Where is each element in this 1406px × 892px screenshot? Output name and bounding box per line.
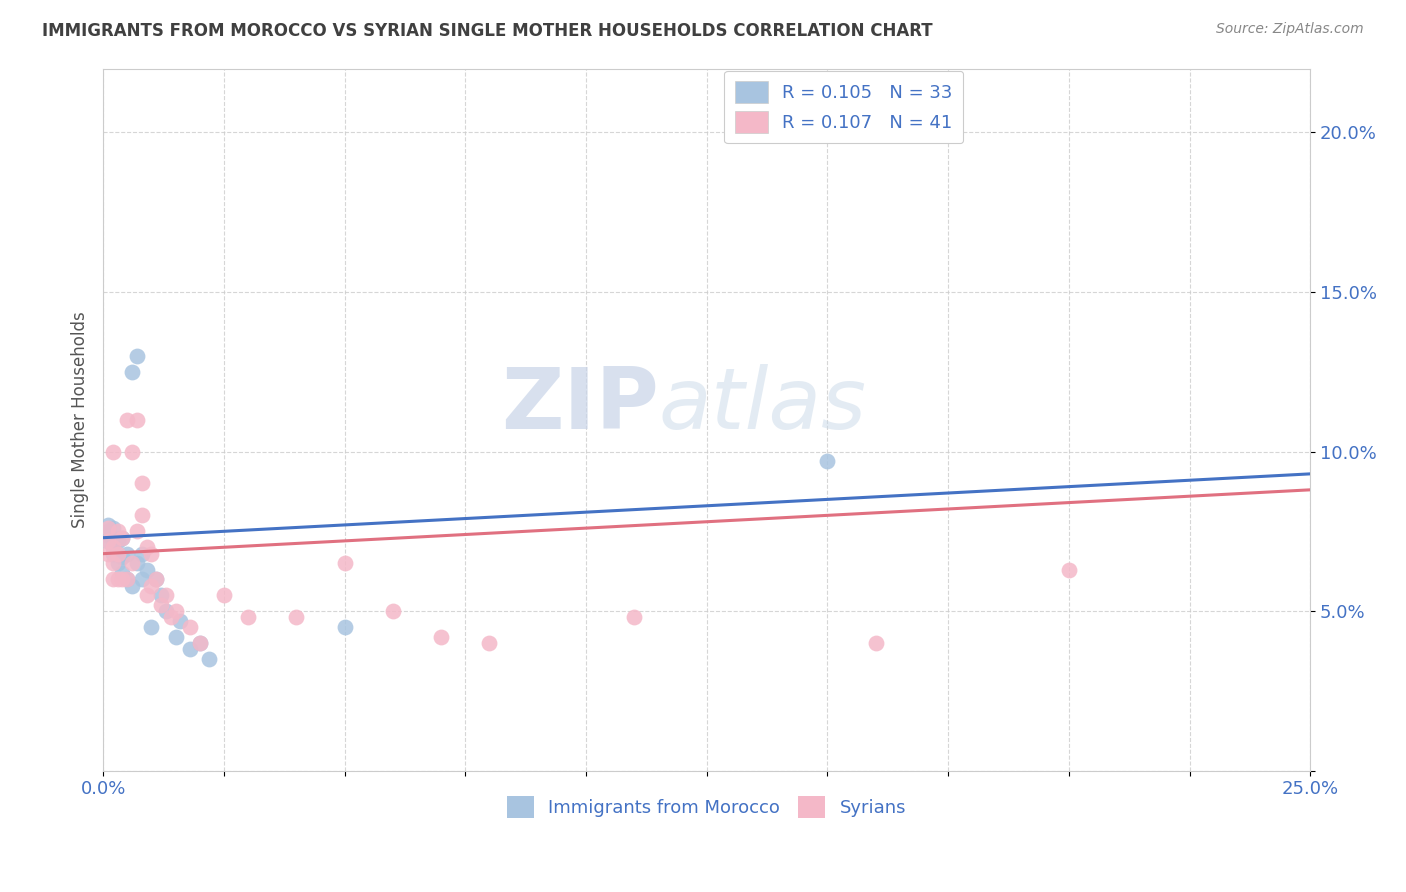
Point [107,524,129,539]
Point [165,630,187,644]
Text: Source: ZipAtlas.com: Source: ZipAtlas.com [1216,22,1364,37]
Point [150,598,173,612]
Point [121,556,143,570]
Point [125,524,148,539]
Point [135,563,157,577]
Point [150,588,173,602]
Point [125,556,148,570]
Point [97,533,120,548]
Point [236,610,259,624]
Point [285,610,308,624]
Point [117,412,139,426]
Point [97,521,120,535]
Point [623,610,645,624]
Point [430,630,453,644]
Point [815,454,838,468]
Point [165,604,187,618]
Point [111,531,134,545]
Point [141,620,163,634]
Point [111,549,134,564]
Point [97,527,120,541]
Point [135,541,157,555]
Point [188,636,211,650]
Point [155,604,177,618]
Point [145,572,167,586]
Point [131,476,153,491]
Point [97,524,120,539]
Legend: Immigrants from Morocco, Syrians: Immigrants from Morocco, Syrians [499,789,914,825]
Point [159,610,181,624]
Point [381,604,404,618]
Point [333,556,356,570]
Point [121,578,143,592]
Point [145,572,167,586]
Point [155,588,177,602]
Point [131,508,153,523]
Text: ZIP: ZIP [501,364,658,447]
Point [131,547,153,561]
Point [125,412,148,426]
Point [131,572,153,586]
Point [141,578,163,592]
Point [117,547,139,561]
Point [97,533,120,548]
Point [478,636,501,650]
Point [107,547,129,561]
Point [101,541,124,555]
Point [101,572,124,586]
Point [333,620,356,634]
Point [1057,563,1080,577]
Point [101,541,124,555]
Point [125,349,148,363]
Point [97,547,120,561]
Point [135,588,157,602]
Point [97,517,120,532]
Point [179,620,201,634]
Point [117,572,139,586]
Point [179,642,201,657]
Text: IMMIGRANTS FROM MOROCCO VS SYRIAN SINGLE MOTHER HOUSEHOLDS CORRELATION CHART: IMMIGRANTS FROM MOROCCO VS SYRIAN SINGLE… [42,22,932,40]
Point [212,588,235,602]
Point [169,614,191,628]
Point [121,365,143,379]
Point [101,556,124,570]
Point [141,547,163,561]
Point [111,572,134,586]
Point [865,636,887,650]
Point [188,636,211,650]
Point [111,531,134,545]
Point [101,547,124,561]
Text: atlas: atlas [658,364,866,447]
Point [101,531,124,545]
Point [198,652,221,666]
Point [101,521,124,535]
Point [111,566,134,580]
Point [107,533,129,548]
Point [101,444,124,458]
Point [121,444,143,458]
Y-axis label: Single Mother Households: Single Mother Households [72,311,89,528]
Point [107,556,129,570]
Point [107,572,129,586]
Point [117,572,139,586]
